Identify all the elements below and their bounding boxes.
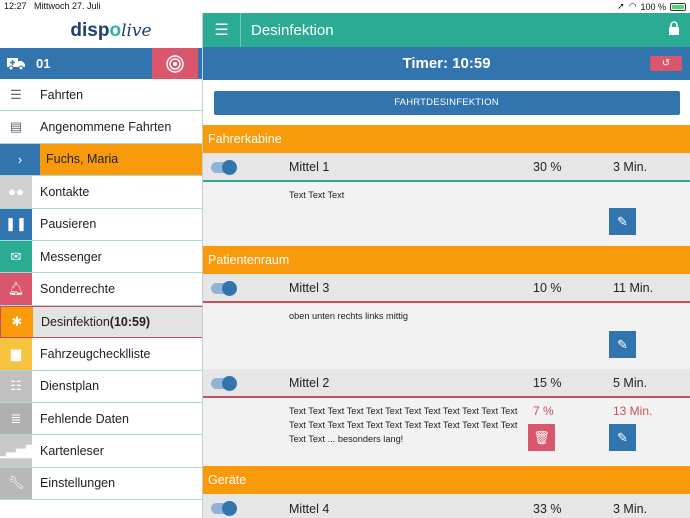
ambulance-icon — [0, 48, 32, 79]
section-header: Fahrerkabine — [203, 125, 690, 153]
timer-inline: (10:59) — [109, 314, 151, 329]
vehicle-number: 01 — [36, 56, 51, 71]
disinfectant-minutes: 5 Min. — [613, 375, 648, 390]
signal-icon: ▁▃▅▇ — [0, 435, 36, 467]
disinfectant-note: Text Text Text — [289, 190, 345, 200]
vehicle-bar[interactable]: 01 — [0, 48, 202, 79]
top-bar: ☰ Desinfektion — [203, 13, 690, 47]
checklist-icon: ▆ — [0, 338, 32, 370]
sidebar-item-einstellungen[interactable]: 🔧︎ Einstellungen — [0, 467, 202, 501]
disinfectant-note: Text Text Text Text Text Text Text Text … — [289, 406, 518, 444]
disinfectant-row: Mittel 3 10 % 11 Min. — [203, 274, 690, 303]
sidebar: disp o live 01 ☰ Fahrten ▤ Angenommene Fah… — [0, 13, 203, 518]
sidebar-item-pausieren[interactable]: ❚❚ Pausieren — [0, 208, 202, 241]
disinfectant-name: Mittel 1 — [289, 159, 330, 174]
lock-icon[interactable] — [668, 21, 680, 38]
disinfectant-name: Mittel 2 — [289, 375, 330, 390]
battery-icon — [670, 2, 686, 11]
timer-reset-button[interactable]: ↺ — [650, 56, 682, 71]
sidebar-item-dienstplan[interactable]: ☷ Dienstplan — [0, 370, 202, 403]
app-logo: disp o live — [70, 19, 152, 41]
delete-button[interactable]: 🗑︎ — [528, 424, 555, 451]
disinfectant-detail: oben unten rechts links mittig ✎ — [203, 303, 690, 369]
list-icon: ☰ — [10, 86, 22, 102]
edit-button[interactable]: ✎ — [609, 424, 636, 451]
location-icon: ➚ — [617, 1, 625, 11]
bug-icon: ✱ — [1, 306, 33, 338]
disinfectant-row: Mittel 4 33 % 3 Min. — [203, 494, 690, 518]
status-bar: 12:27 Mittwoch 27. Juli ➚ ◠ 100 % — [0, 0, 690, 13]
disinfectant-name: Mittel 4 — [289, 501, 330, 516]
edit-button[interactable]: ✎ — [609, 331, 636, 358]
wrench-icon: 🔧︎ — [0, 467, 32, 500]
disinfectant-percent: 15 % — [533, 375, 562, 390]
radio-signal-button[interactable] — [152, 48, 198, 79]
sidebar-item-fahrten[interactable]: ☰ Fahrten — [0, 79, 202, 112]
wifi-icon: ◠ — [628, 1, 637, 11]
id-card-icon: ▤ — [9, 119, 23, 135]
status-time: 12:27 — [4, 1, 27, 11]
main-content: ☰ Desinfektion Timer: 10:59 ↺ FAHRTDESIN… — [203, 13, 690, 518]
disinfectant-minutes: 3 Min. — [613, 159, 648, 174]
chevron-right-icon: › — [0, 143, 40, 176]
disinfectant-detail: Text Text Text ✎ — [203, 182, 690, 246]
trash-icon: 🗑︎ — [533, 429, 550, 445]
disinfectant-minutes: 3 Min. — [613, 501, 648, 516]
history-icon: ↺ — [661, 58, 671, 69]
bell-icon: 🔔︎ — [0, 273, 32, 305]
enable-toggle[interactable] — [211, 281, 237, 296]
detail-minutes: 13 Min. — [613, 404, 653, 418]
sidebar-item-kartenleser[interactable]: ▁▃▅▇ Kartenleser — [0, 435, 202, 468]
timer-label: Timer: 10:59 — [402, 55, 491, 72]
pencil-icon: ✎ — [617, 213, 628, 229]
disinfectant-note: oben unten rechts links mittig — [289, 311, 408, 321]
status-indicators: ➚ ◠ 100 % — [617, 1, 686, 12]
sidebar-item-messenger[interactable]: ✉ Messenger — [0, 240, 202, 274]
disinfectant-name: Mittel 3 — [289, 280, 330, 295]
database-icon: ≣ — [0, 402, 32, 435]
people-icon: ●● — [0, 176, 32, 208]
sidebar-item-desinfektion[interactable]: ✱ Desinfektion (10:59) — [0, 305, 202, 339]
detail-percent: 7 % — [533, 404, 554, 418]
enable-toggle[interactable] — [211, 376, 237, 391]
pencil-icon: ✎ — [617, 429, 628, 445]
calendar-list-icon: ☷ — [0, 370, 32, 402]
disinfectant-row: Mittel 2 15 % 5 Min. — [203, 369, 690, 398]
disinfectant-percent: 30 % — [533, 159, 562, 174]
enable-toggle[interactable] — [211, 160, 237, 175]
disinfectant-percent: 10 % — [533, 280, 562, 295]
sidebar-item-fahrzeugcheckliste[interactable]: ▆ Fahrzeugchecklliste — [0, 338, 202, 371]
sidebar-item-angenommene-fahrten[interactable]: ▤ Angenommene Fahrten — [0, 111, 202, 144]
sidebar-item-sonderrechte[interactable]: 🔔︎ Sonderrechte — [0, 273, 202, 306]
sidebar-item-fuchs-maria[interactable]: › Fuchs, Maria — [0, 143, 202, 177]
sidebar-menu: ☰ Fahrten ▤ Angenommene Fahrten › Fuchs,… — [0, 79, 202, 501]
section-header: Patientenraum — [203, 246, 690, 274]
broadcast-icon — [166, 54, 184, 73]
page-title: Desinfektion — [251, 21, 334, 39]
timer-bar: Timer: 10:59 ↺ — [203, 47, 690, 80]
hamburger-menu-icon[interactable]: ☰ — [203, 13, 241, 47]
envelope-icon: ✉ — [0, 240, 32, 273]
action-row: FAHRTDESINFEKTION — [203, 80, 690, 125]
pause-icon: ❚❚ — [0, 208, 32, 240]
disinfectant-percent: 33 % — [533, 501, 562, 516]
section-header: Geräte — [203, 466, 690, 494]
status-date: Mittwoch 27. Juli — [34, 1, 101, 11]
sidebar-item-kontakte[interactable]: ●● Kontakte — [0, 176, 202, 209]
fahrtdesinfektion-button[interactable]: FAHRTDESINFEKTION — [213, 90, 680, 115]
edit-button[interactable]: ✎ — [609, 208, 636, 235]
sidebar-item-fehlende-daten[interactable]: ≣ Fehlende Daten — [0, 402, 202, 436]
disinfectant-detail: Text Text Text Text Text Text Text Text … — [203, 398, 690, 466]
pencil-icon: ✎ — [617, 336, 628, 352]
disinfectant-row: Mittel 1 30 % 3 Min. — [203, 153, 690, 182]
battery-label: 100 % — [640, 1, 666, 12]
enable-toggle[interactable] — [211, 501, 237, 516]
disinfectant-minutes: 11 Min. — [613, 280, 654, 295]
